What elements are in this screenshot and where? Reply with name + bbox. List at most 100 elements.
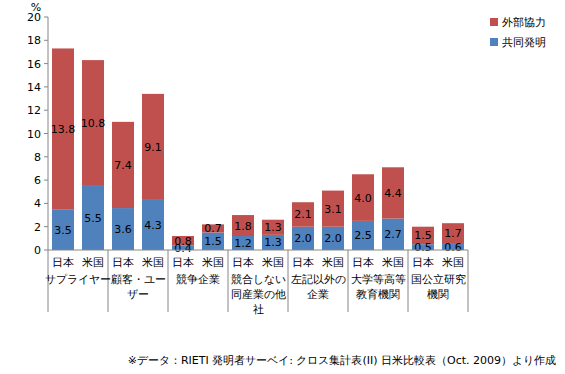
data-labels: 3.513.85.510.83.67.44.39.10.40.81.50.71.… <box>51 117 462 255</box>
group-separator <box>228 250 229 312</box>
data-label: 1.3 <box>264 221 282 234</box>
bar-segment <box>82 186 104 250</box>
bar-segment <box>322 191 344 227</box>
y-tick-label: 18 <box>27 34 41 47</box>
data-label: 2.1 <box>294 208 312 221</box>
data-label: 1.7 <box>444 227 462 240</box>
data-label: 2.0 <box>324 232 342 245</box>
bar-segment <box>112 208 134 250</box>
y-tick-label: 12 <box>27 104 41 117</box>
y-tick-label: 8 <box>34 151 41 164</box>
group-label: 社 <box>253 303 264 316</box>
group-label: 競争企業 <box>176 273 220 286</box>
y-tick <box>44 156 48 157</box>
x-tick-label: 日本 <box>232 256 254 269</box>
bar-segment <box>142 94 164 200</box>
y-tick <box>44 40 48 41</box>
y-tick <box>44 133 48 134</box>
y-tick-label: 0 <box>34 244 41 257</box>
group-separator <box>168 250 169 312</box>
bar-segment <box>292 227 314 250</box>
y-tick-label: 2 <box>34 221 41 234</box>
group-label: 大学等高等 <box>351 273 406 286</box>
y-tick-label: 10 <box>27 128 41 141</box>
group-label: 競合しない <box>231 273 286 286</box>
x-tick-label: 米国 <box>82 256 104 269</box>
group-separator <box>408 250 409 312</box>
y-tick <box>44 63 48 64</box>
group-label: ザー <box>127 288 149 301</box>
group-label: 同産業の他 <box>231 288 286 301</box>
group-label: サプライヤー <box>45 273 111 286</box>
data-label: 2.0 <box>294 232 312 245</box>
x-tick-label: 日本 <box>112 256 134 269</box>
chart: %024681012141618203.513.85.510.83.67.44.… <box>0 0 565 374</box>
bar-segment <box>382 167 404 218</box>
x-tick-label: 米国 <box>142 256 164 269</box>
footnote: ※データ：RIETI 発明者サーベイ: クロス集計表(II) 日米比較表（Oct… <box>128 354 556 367</box>
y-axis <box>48 17 49 250</box>
bar-segment <box>352 174 374 221</box>
data-label: 0.5 <box>414 241 432 254</box>
y-tick-label: 4 <box>34 197 41 210</box>
group-separator <box>468 250 469 312</box>
y-tick <box>44 180 48 181</box>
x-tick-label: 日本 <box>52 256 74 269</box>
data-label: 1.2 <box>234 237 252 250</box>
bar-segment <box>382 219 404 250</box>
y-tick-label: 20 <box>27 11 41 24</box>
bar-segment <box>232 215 254 236</box>
y-tick-label: 16 <box>27 58 41 71</box>
data-label: 5.5 <box>84 212 102 225</box>
data-label: 0.7 <box>204 222 222 235</box>
legend-swatch <box>490 18 498 26</box>
bar-segment <box>232 236 254 250</box>
bar-segment <box>262 220 284 235</box>
data-label: 4.4 <box>384 187 402 200</box>
y-tick-label: 6 <box>34 174 41 187</box>
x-axis <box>48 250 468 251</box>
y-tick <box>44 226 48 227</box>
data-label: 0.6 <box>444 241 462 254</box>
bar-segment <box>412 227 434 244</box>
legend-label: 外部協力 <box>502 16 546 29</box>
data-label: 2.5 <box>354 229 372 242</box>
x-tick-label: 米国 <box>382 256 404 269</box>
bar-segment <box>442 223 464 243</box>
data-label: 4.3 <box>144 219 162 232</box>
y-tick <box>44 17 48 18</box>
x-tick-label: 米国 <box>322 256 344 269</box>
bar-segment <box>112 122 134 208</box>
data-label: 1.8 <box>234 220 252 233</box>
bar-segment <box>262 235 284 250</box>
data-label: 2.7 <box>384 228 402 241</box>
y-tick-label: 14 <box>27 81 41 94</box>
data-label: 1.3 <box>264 236 282 249</box>
legend: 外部協力共同発明 <box>490 16 546 49</box>
data-label: 10.8 <box>81 117 106 130</box>
data-label: 7.4 <box>114 159 132 172</box>
group-separator <box>288 250 289 312</box>
x-tick-label: 日本 <box>172 256 194 269</box>
data-label: 9.1 <box>144 141 162 154</box>
legend-swatch <box>490 38 498 46</box>
bar-segment <box>322 227 344 250</box>
data-label: 13.8 <box>51 123 76 136</box>
data-label: 1.5 <box>414 229 432 242</box>
data-label: 3.5 <box>54 224 72 237</box>
group-label: 国公立研究 <box>411 273 466 286</box>
data-label: 3.1 <box>324 203 342 216</box>
group-label: 企業 <box>307 288 329 301</box>
group-label: 左記以外の <box>291 273 346 286</box>
bars <box>52 48 464 250</box>
y-tick <box>44 203 48 204</box>
x-tick-label: 日本 <box>412 256 434 269</box>
group-label: 顧客・ユー <box>111 273 166 286</box>
x-tick-label: 日本 <box>292 256 314 269</box>
y-tick <box>44 86 48 87</box>
x-tick-label: 米国 <box>262 256 284 269</box>
bar-segment <box>352 221 374 250</box>
bar-segment <box>52 209 74 250</box>
group-label: 教育機関 <box>356 288 400 301</box>
data-label: 4.0 <box>354 192 372 205</box>
